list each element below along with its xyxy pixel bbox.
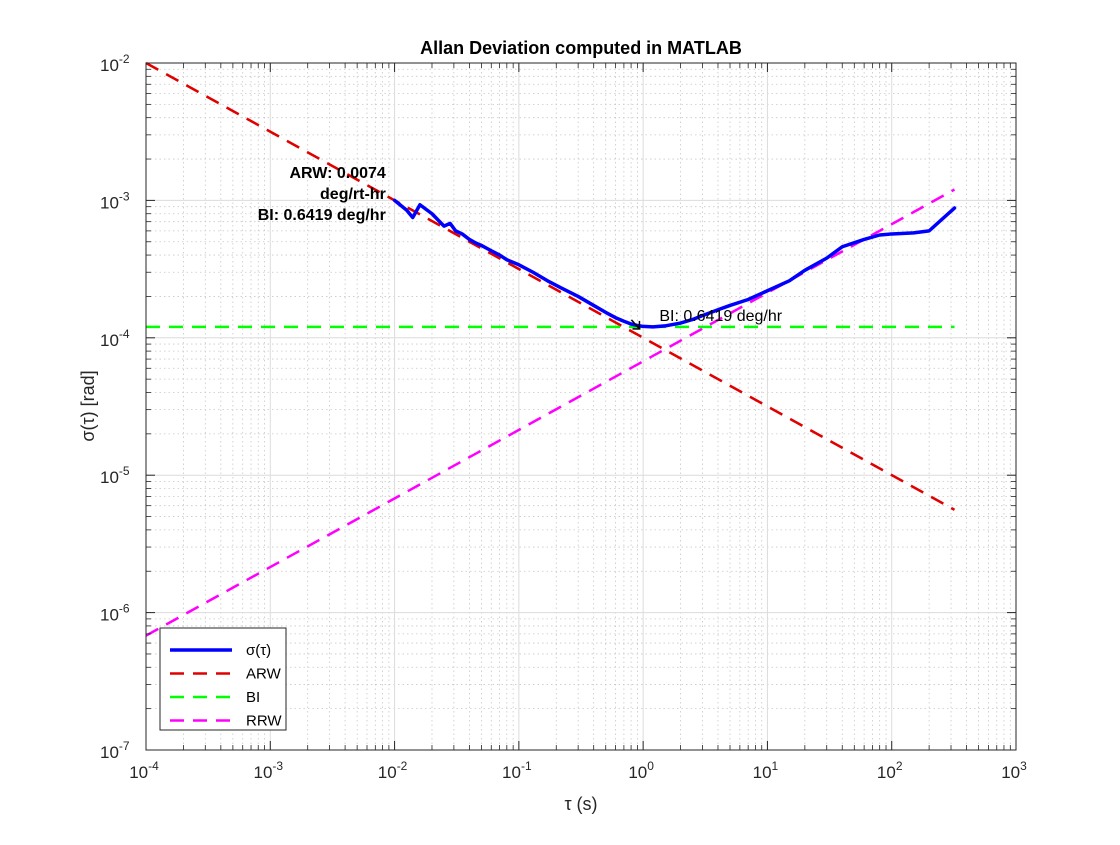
annotation-text: BI: 0.6419 deg/hr xyxy=(659,308,782,325)
tick-labels: 10-4 10-3 10-2 10-1 100 101 102 103 10-7 10-6 10-5… xyxy=(100,52,1027,782)
y-tick-label: 10-4 xyxy=(100,327,130,350)
x-tick-label: 101 xyxy=(753,759,779,782)
marker-layer xyxy=(630,319,641,330)
plot-area xyxy=(146,63,1016,750)
x-tick-label: 102 xyxy=(877,759,903,782)
y-tick-label: 10-2 xyxy=(100,52,130,75)
x-tick-label: 100 xyxy=(628,759,654,782)
annotation-text: BI: 0.6419 deg/hr xyxy=(258,207,386,224)
series-layer xyxy=(145,61,957,637)
ticks-layer xyxy=(145,62,1017,751)
chart-title: Allan Deviation computed in MATLAB xyxy=(420,38,742,58)
legend: σ(τ) ARW BI RRW xyxy=(159,627,287,731)
legend-box xyxy=(159,627,287,731)
legend-label: RRW xyxy=(246,713,282,730)
annotation-layer: ARW: 0.0074 deg/rt-hr BI: 0.6419 deg/hr BI:… xyxy=(258,165,783,325)
legend-label: ARW xyxy=(246,666,282,683)
axes-box xyxy=(145,62,1017,751)
annotation-text: deg/rt-hr xyxy=(320,186,386,203)
legend-label: BI xyxy=(246,689,260,706)
y-tick-label: 10-6 xyxy=(100,602,130,625)
y-axis-label: σ(τ) [rad] xyxy=(78,370,98,441)
legend-label: σ(τ) xyxy=(246,642,271,659)
x-tick-label: 10-4 xyxy=(129,759,159,782)
y-tick-label: 10-3 xyxy=(100,189,130,212)
x-tick-label: 10-1 xyxy=(502,759,532,782)
minor-grid xyxy=(146,63,1016,750)
series-arw-line xyxy=(145,61,956,511)
x-tick-label: 103 xyxy=(1001,759,1027,782)
x-tick-label: 10-2 xyxy=(378,759,408,782)
y-tick-label: 10-5 xyxy=(100,464,130,487)
annotation-text: ARW: 0.0074 xyxy=(289,165,385,182)
series-sigma-line xyxy=(392,198,957,329)
x-axis-label: τ (s) xyxy=(564,794,597,814)
x-tick-label: 10-3 xyxy=(253,759,283,782)
datatip-marker xyxy=(630,319,641,330)
y-tick-label: 10-7 xyxy=(100,739,130,762)
